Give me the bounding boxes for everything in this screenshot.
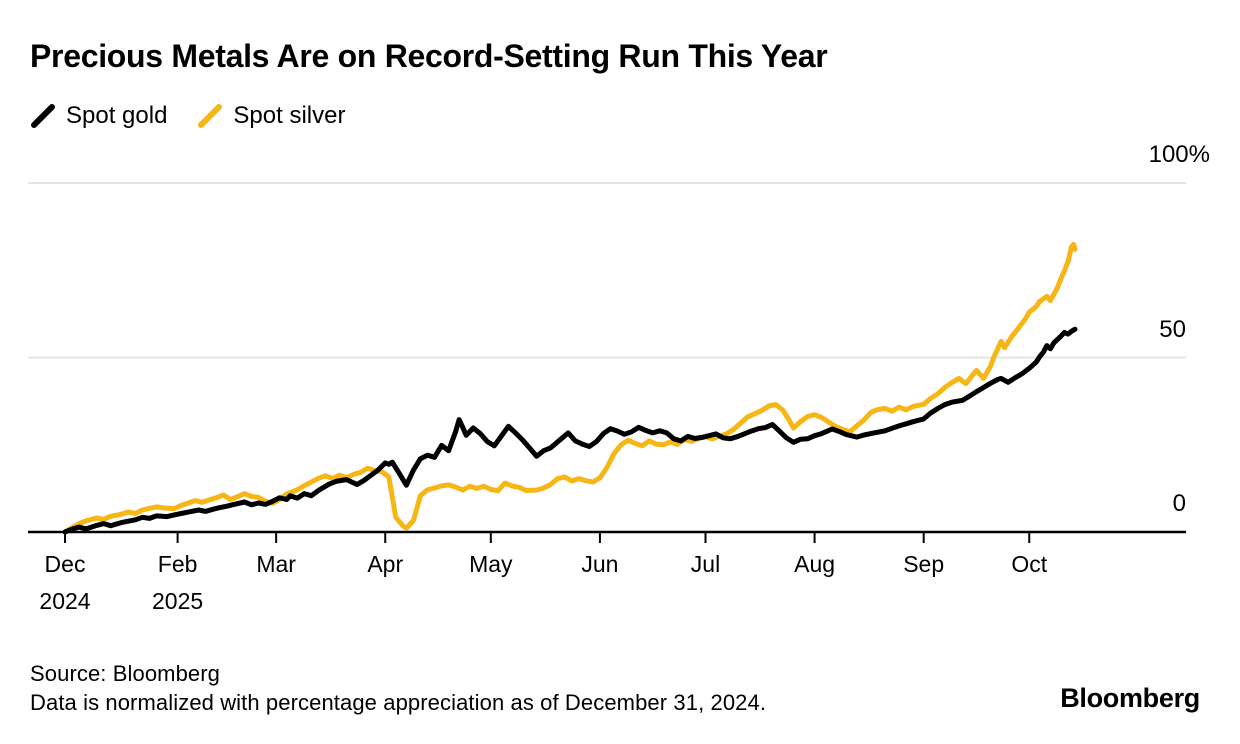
gold-line-swatch-icon xyxy=(31,104,55,128)
gold-line-swatch-stroke xyxy=(31,104,55,128)
chart-title: Precious Metals Are on Record-Setting Ru… xyxy=(30,38,828,74)
x-axis-label: Mar xyxy=(256,551,296,577)
source-line: Source: Bloomberg xyxy=(30,661,221,686)
x-axis-year-sublabel: 2025 xyxy=(152,588,204,614)
silver-line-swatch-stroke xyxy=(198,104,223,128)
note-line: Data is normalized with percentage appre… xyxy=(30,690,767,715)
x-axis-label: Apr xyxy=(367,551,404,577)
x-axis-label: Dec xyxy=(44,551,86,577)
spot-silver-line xyxy=(62,241,1078,535)
bloomberg-logo: Bloomberg xyxy=(1060,683,1200,713)
legend-label-spot-silver: Spot silver xyxy=(233,102,346,129)
y-axis-label: 50 xyxy=(1159,315,1186,343)
legend-item-spot-gold: Spot gold xyxy=(30,102,167,130)
x-axis-label: Aug xyxy=(794,551,836,577)
y-axis-label: 0 xyxy=(1172,490,1186,517)
spot-gold-line xyxy=(62,326,1078,535)
x-axis-label: Oct xyxy=(1011,551,1048,577)
legend-item-spot-silver: Spot silver xyxy=(197,102,345,130)
silver-line-swatch-icon xyxy=(198,104,223,128)
legend: Spot gold Spot silver xyxy=(30,102,345,130)
x-axis-label: Jun xyxy=(581,551,619,577)
legend-label-spot-gold: Spot gold xyxy=(66,102,168,129)
x-axis-year-sublabel: 2024 xyxy=(39,588,91,614)
footer: Source: Bloomberg Data is normalized wit… xyxy=(30,659,766,717)
x-axis-label: Jul xyxy=(690,551,721,577)
y-axis-label: 100% xyxy=(1148,141,1210,168)
x-axis-label: May xyxy=(469,551,513,577)
x-axis-label: Sep xyxy=(903,551,945,577)
x-axis-label: Feb xyxy=(157,551,198,577)
